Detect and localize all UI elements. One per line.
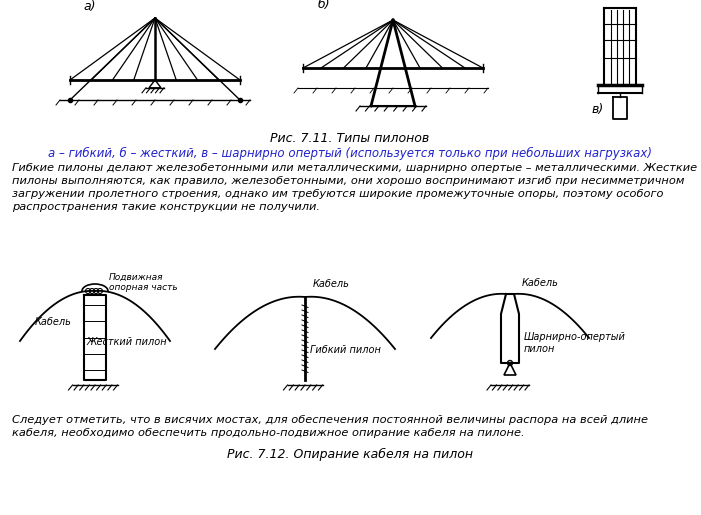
Text: б): б) <box>318 0 331 11</box>
Text: Следует отметить, что в висячих мостах, для обеспечения постоянной величины расп: Следует отметить, что в висячих мостах, … <box>12 415 648 425</box>
Text: загружении пролетного строения, однако им требуются широкие промежуточные опоры,: загружении пролетного строения, однако и… <box>12 189 664 199</box>
Text: в): в) <box>592 103 604 116</box>
Text: а): а) <box>83 0 95 13</box>
Text: Кабель: Кабель <box>313 279 350 289</box>
Text: кабеля, необходимо обеспечить продольно-подвижное опирание кабеля на пилоне.: кабеля, необходимо обеспечить продольно-… <box>12 428 524 438</box>
Text: Гибкие пилоны делают железобетонными или металлическими, шарнирно опертые – мета: Гибкие пилоны делают железобетонными или… <box>12 163 697 173</box>
Text: Жесткий пилон: Жесткий пилон <box>86 337 167 347</box>
Text: Шарнирно-опертый
пилон: Шарнирно-опертый пилон <box>524 332 626 354</box>
Text: Гибкий пилон: Гибкий пилон <box>310 345 381 355</box>
Text: а – гибкий, б – жесткий, в – шарнирно опертый (используется только при небольших: а – гибкий, б – жесткий, в – шарнирно оп… <box>48 147 652 160</box>
Text: Кабель: Кабель <box>35 317 72 327</box>
Text: пилоны выполняются, как правило, железобетонными, они хорошо воспринимают изгиб : пилоны выполняются, как правило, железоб… <box>12 176 684 186</box>
Text: Кабель: Кабель <box>522 278 559 288</box>
Text: распространения такие конструкции не получили.: распространения такие конструкции не пол… <box>12 202 320 212</box>
Text: Рис. 7.11. Типы пилонов: Рис. 7.11. Типы пилонов <box>271 132 430 145</box>
Text: Рис. 7.12. Опирание кабеля на пилон: Рис. 7.12. Опирание кабеля на пилон <box>227 448 473 461</box>
Text: Подвижная
опорная часть: Подвижная опорная часть <box>109 273 177 293</box>
